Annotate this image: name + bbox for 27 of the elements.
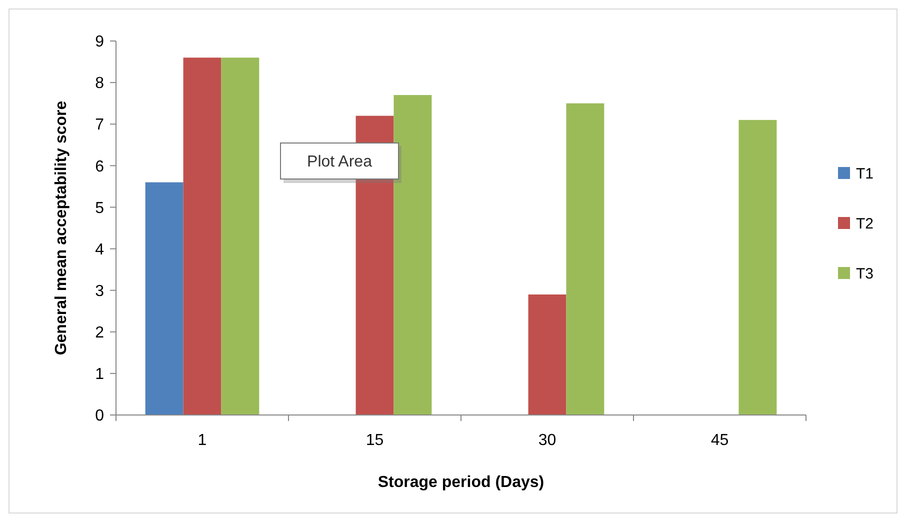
y-tick-label: 3 xyxy=(95,282,104,300)
x-tick-label: 1 xyxy=(198,432,207,449)
x-tick-label: 45 xyxy=(710,432,729,449)
y-tick-label: 4 xyxy=(95,241,104,258)
y-tick-label: 5 xyxy=(95,200,104,217)
legend-label: T1 xyxy=(856,165,874,182)
bar xyxy=(394,95,432,415)
legend-label: T2 xyxy=(856,215,874,232)
bar xyxy=(528,294,566,415)
y-tick-label: 8 xyxy=(95,75,104,92)
annotation: Plot Area xyxy=(307,154,372,171)
y-tick-label: 1 xyxy=(95,366,104,384)
y-tick-label: 7 xyxy=(95,116,104,134)
legend-label: T3 xyxy=(856,265,874,282)
x-tick-label: 30 xyxy=(538,432,556,449)
bar xyxy=(183,58,222,415)
y-axis-title: General mean acceptability score xyxy=(53,100,70,356)
x-tick-label: 15 xyxy=(366,432,384,449)
y-tick-label: 0 xyxy=(95,408,104,425)
y-tick-label: 9 xyxy=(95,34,104,51)
bar xyxy=(566,103,604,415)
bar xyxy=(738,120,777,415)
bar xyxy=(221,58,260,415)
bar xyxy=(145,182,184,415)
y-tick-label: 6 xyxy=(95,158,104,176)
y-tick-label: 2 xyxy=(95,324,104,342)
x-axis-title: Storage period (Days) xyxy=(378,474,544,491)
